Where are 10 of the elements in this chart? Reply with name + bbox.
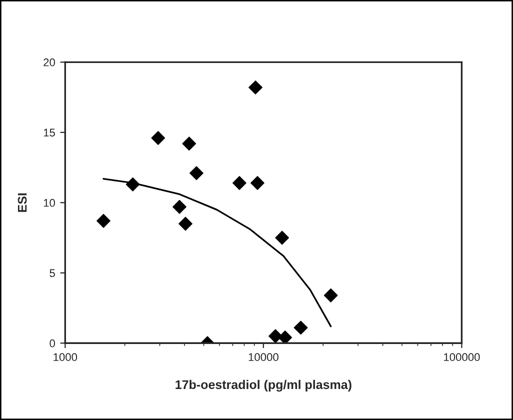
x-tick-label: 100000 <box>444 353 480 362</box>
y-tick-label: 5 <box>50 269 55 278</box>
y-tick-label: 0 <box>50 339 55 348</box>
y-axis-title: ESI <box>18 193 27 212</box>
y-tick-label: 10 <box>44 198 55 207</box>
y-tick-label: 20 <box>44 58 55 66</box>
x-tick-label: 1000 <box>54 353 78 362</box>
x-axis-title: 17b-oestradiol (pg/ml plasma) <box>176 380 352 392</box>
y-tick-label: 15 <box>44 128 55 137</box>
x-tick-label: 10000 <box>248 353 278 362</box>
